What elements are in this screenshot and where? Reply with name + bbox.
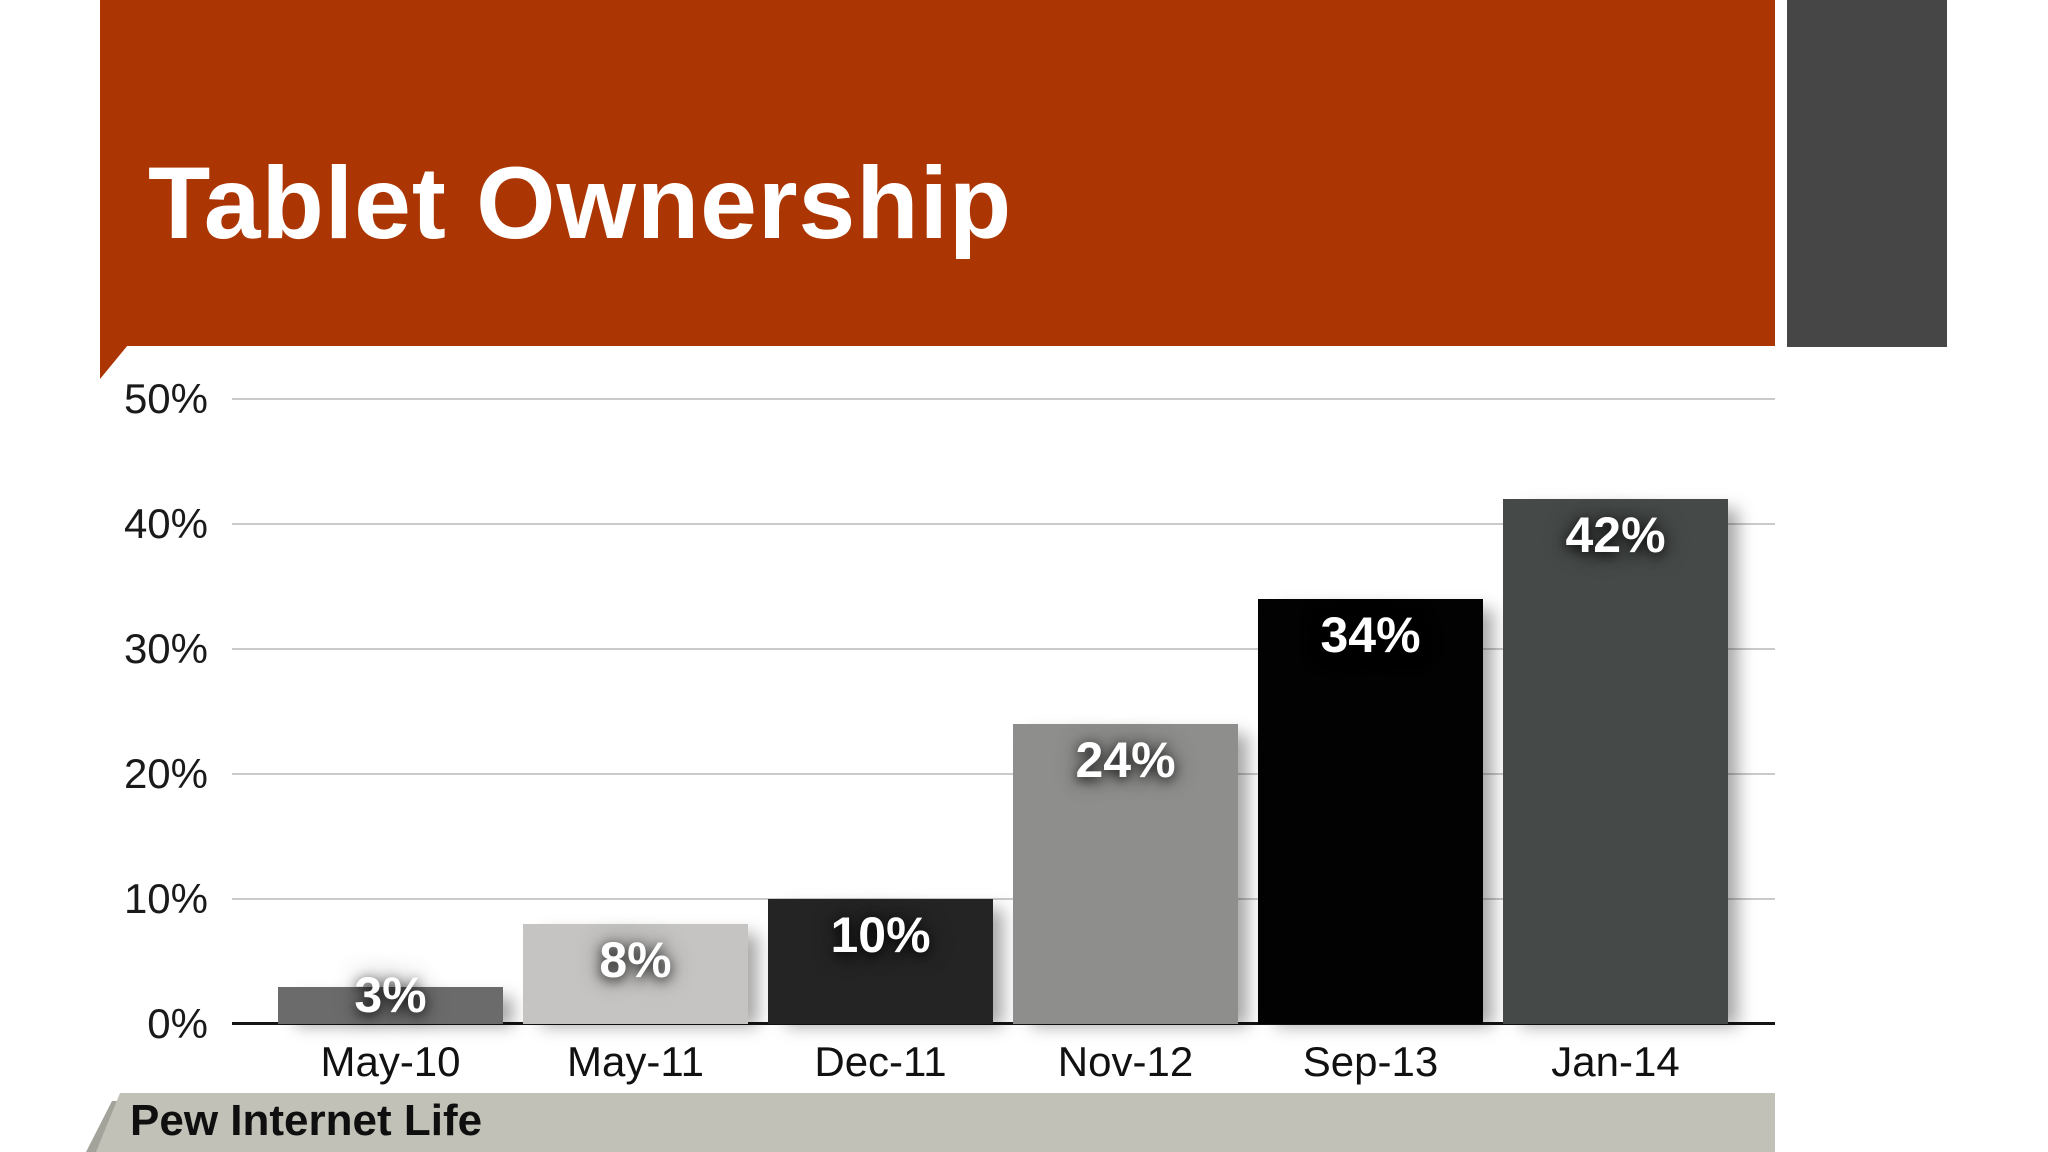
bar-slot: 34% — [1248, 399, 1493, 1024]
footer-band: Pew Internet Life — [96, 1093, 1775, 1152]
plot-area: 3% 8% 10% 24% 34% 42% — [268, 399, 1738, 1024]
gridline — [232, 898, 1775, 900]
bar-slot: 3% — [268, 399, 513, 1024]
bar-value-label: 24% — [1075, 732, 1176, 788]
y-tick-label: 40% — [123, 500, 208, 547]
bar-value-label: 42% — [1565, 507, 1666, 563]
bar-slot: 10% — [758, 399, 1003, 1024]
bar-May-10: 3% — [278, 969, 503, 1024]
x-axis-labels: May-10 May-11 Dec-11 Nov-12 Sep-13 Jan-14 — [268, 1038, 1738, 1086]
bar-value-label: 8% — [599, 932, 672, 988]
gridline — [232, 648, 1775, 650]
bar-Dec-11: 10% — [768, 899, 993, 1024]
bar-Nov-12: 24% — [1013, 724, 1238, 1024]
bar-value-label: 34% — [1320, 607, 1421, 663]
bar-slot: 42% — [1493, 399, 1738, 1024]
bar-slot: 8% — [513, 399, 758, 1024]
corner-accent-block — [1787, 0, 1947, 347]
category-label: May-11 — [567, 1038, 704, 1085]
bar-value-label: 3% — [354, 966, 427, 1023]
bar-Sep-13: 34% — [1258, 599, 1483, 1024]
bar-May-11: 8% — [523, 924, 748, 1024]
y-tick-label: 10% — [123, 875, 208, 922]
bar-Jan-14: 42% — [1503, 499, 1728, 1024]
title-banner: Tablet Ownership — [100, 0, 1775, 346]
bar-slot: 24% — [1003, 399, 1248, 1024]
slide-title: Tablet Ownership — [148, 146, 1013, 260]
y-tick-label: 20% — [123, 750, 208, 797]
category-label: May-10 — [320, 1038, 461, 1085]
gridline — [232, 773, 1775, 775]
y-tick-label: 50% — [123, 375, 208, 422]
category-label: Dec-11 — [814, 1038, 947, 1085]
x-axis-line — [232, 1022, 1775, 1025]
footer-text: Pew Internet Life — [130, 1096, 483, 1145]
category-label: Nov-12 — [1057, 1038, 1194, 1085]
category-label: Sep-13 — [1302, 1038, 1439, 1085]
gridline — [232, 523, 1775, 525]
gridline — [232, 398, 1775, 400]
bar-value-label: 10% — [830, 907, 931, 963]
y-tick-label: 0% — [147, 1000, 208, 1047]
y-tick-label: 30% — [123, 625, 208, 672]
category-label: Jan-14 — [1551, 1038, 1680, 1085]
